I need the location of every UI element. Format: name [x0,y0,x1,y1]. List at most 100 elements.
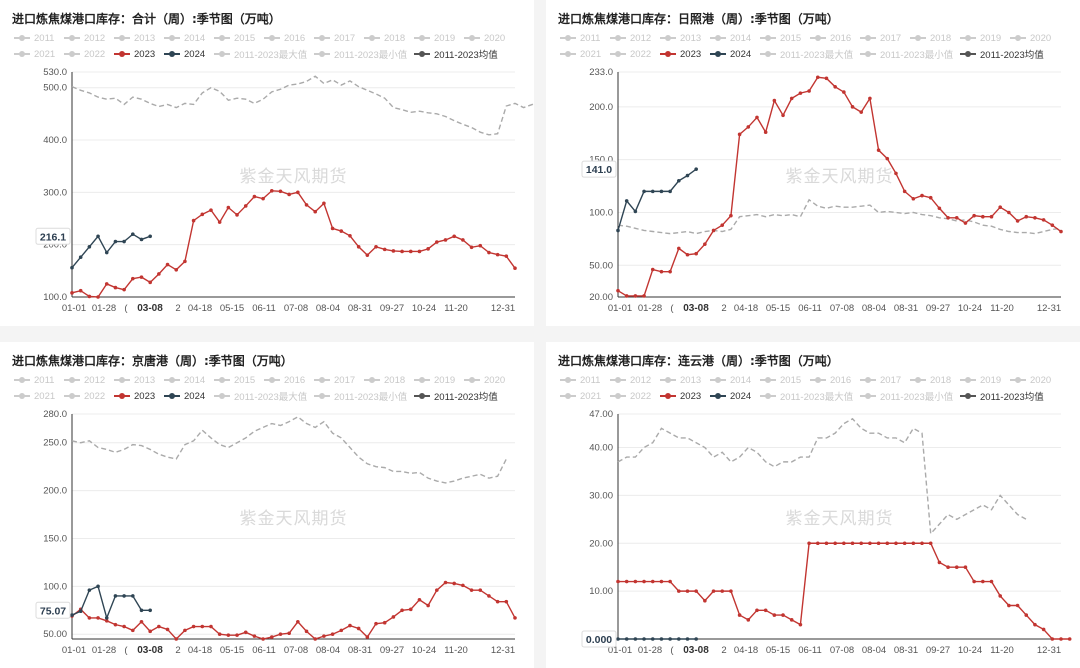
legend-marker [64,35,80,41]
legend-item[interactable]: 2012 [64,30,114,46]
legend-item[interactable]: 2015 [760,372,810,388]
legend-item[interactable]: 2011-2023最小值 [860,46,960,62]
legend-item[interactable]: 2023 [660,46,710,62]
legend-item[interactable]: 2014 [164,372,214,388]
legend-item[interactable]: 2023 [114,46,164,62]
legend-item[interactable]: 2011-2023最小值 [314,388,414,404]
legend[interactable]: 2011 2012 2013 2014 2015 2016 2017 2018 2019 2020… [14,30,534,62]
legend-item[interactable]: 2011-2023均值 [414,46,524,62]
legend-item[interactable]: 2021 [14,388,64,404]
data-point [746,125,751,129]
legend-item[interactable]: 2011-2023最大值 [214,388,314,404]
legend-marker [314,51,330,57]
legend-item[interactable]: 2013 [114,30,164,46]
legend-item[interactable]: 2014 [710,30,760,46]
data-point [972,579,976,584]
data-point [650,189,655,194]
data-point [165,627,170,632]
legend-item[interactable]: 2019 [960,30,1010,46]
legend-item[interactable]: 2012 [610,372,660,388]
legend-item[interactable]: 2024 [164,46,214,62]
legend-item[interactable]: 2019 [960,372,1010,388]
legend-item[interactable]: 2013 [660,372,710,388]
legend-marker [414,51,430,57]
legend-label: 2024 [730,390,752,402]
legend-item[interactable]: 2011 [14,30,64,46]
legend-item[interactable]: 2020 [464,30,514,46]
legend-item[interactable]: 2019 [414,372,464,388]
legend-item[interactable]: 2024 [164,388,214,404]
legend-item[interactable]: 2020 [1010,30,1060,46]
legend-item[interactable]: 2016 [810,372,860,388]
legend-item[interactable]: 2018 [364,372,414,388]
legend-label: 2012 [630,32,652,44]
legend-item[interactable]: 2011-2023最大值 [760,388,860,404]
legend-item[interactable]: 2011-2023最大值 [760,46,860,62]
legend-item[interactable]: 2015 [760,30,810,46]
legend-item[interactable]: 2019 [414,30,464,46]
legend-item[interactable]: 2024 [710,46,760,62]
x-tick-label: 06-11 [798,645,822,656]
legend-item[interactable]: 2011-2023均值 [960,46,1070,62]
legend-item[interactable]: 2023 [660,388,710,404]
data-point [330,632,335,637]
legend-item[interactable]: 2018 [910,30,960,46]
data-point [998,594,1002,598]
chart-panel-total: 进口炼焦煤港口库存：合计（周）:季节图（万吨） 2011 2012 2013 2014… [0,0,534,326]
legend-item[interactable]: 2011-2023最小值 [860,388,960,404]
legend-item[interactable]: 2012 [610,30,660,46]
legend-item[interactable]: 2018 [910,372,960,388]
x-tick-label: 01-28 [638,645,662,656]
legend-marker [14,377,30,383]
legend-item[interactable]: 2011-2023最大值 [214,46,314,62]
data-point [781,613,785,617]
legend-item[interactable]: 2011-2023均值 [960,388,1070,404]
legend-item[interactable]: 2023 [114,388,164,404]
legend-item[interactable]: 2022 [64,46,114,62]
legend-item[interactable]: 2022 [610,388,660,404]
legend-item[interactable]: 2017 [314,30,364,46]
legend-item[interactable]: 2013 [114,372,164,388]
data-point [435,588,439,592]
legend-item[interactable]: 2017 [860,372,910,388]
legend-item[interactable]: 2011-2023均值 [414,388,524,404]
legend-item[interactable]: 2016 [264,30,314,46]
legend-item[interactable]: 2022 [64,388,114,404]
legend-label: 2023 [680,48,702,60]
legend-item[interactable]: 2014 [164,30,214,46]
legend[interactable]: 2011 2012 2013 2014 2015 2016 2017 2018 2019 2020… [560,30,1080,62]
legend-label: 2018 [930,32,952,44]
legend-item[interactable]: 2013 [660,30,710,46]
legend-item[interactable]: 2011 [560,30,610,46]
legend-item[interactable]: 2017 [314,372,364,388]
legend-item[interactable]: 2018 [364,30,414,46]
legend-item[interactable]: 2021 [560,46,610,62]
data-point [391,249,396,253]
legend-item[interactable]: 2015 [214,30,264,46]
legend-item[interactable]: 2016 [264,372,314,388]
legend-item[interactable]: 2015 [214,372,264,388]
data-point [981,579,985,584]
legend-item[interactable]: 2022 [610,46,660,62]
legend-item[interactable]: 2011 [14,372,64,388]
legend-item[interactable]: 2020 [1010,372,1060,388]
legend-item[interactable]: 2021 [14,46,64,62]
legend-item[interactable]: 2020 [464,372,514,388]
legend-item[interactable]: 2017 [860,30,910,46]
data-point [729,589,733,593]
legend-item[interactable]: 2011 [560,372,610,388]
legend-label: 2019 [434,374,456,386]
legend[interactable]: 2011 2012 2013 2014 2015 2016 2017 2018 2019 2020… [560,372,1080,404]
legend-marker [760,377,776,383]
legend-item[interactable]: 2016 [810,30,860,46]
legend-item[interactable]: 2011-2023最小值 [314,46,414,62]
legend-label: 2016 [830,32,852,44]
data-point [87,294,92,299]
legend[interactable]: 2011 2012 2013 2014 2015 2016 2017 2018 2019 2020… [14,372,534,404]
x-tick-label: 04-18 [188,645,212,656]
legend-item[interactable]: 2021 [560,388,610,404]
legend-item[interactable]: 2012 [64,372,114,388]
legend-item[interactable]: 2014 [710,372,760,388]
legend-marker [860,51,876,57]
legend-item[interactable]: 2024 [710,388,760,404]
